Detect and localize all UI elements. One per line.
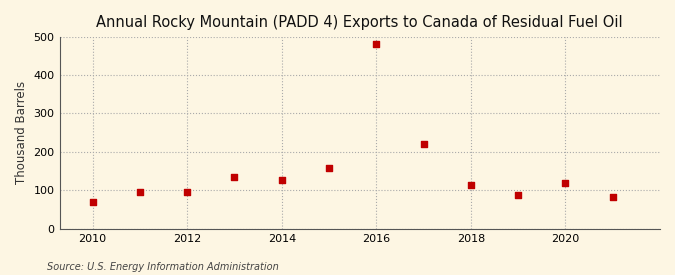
Point (182, 190, 192, 194)
Point (560, 181, 571, 186)
Point (513, 193, 524, 197)
Point (276, 177, 287, 182)
Text: Source: U.S. Energy Information Administration: Source: U.S. Energy Information Administ… (47, 262, 279, 271)
Point (371, 42, 382, 46)
Title: Annual Rocky Mountain (PADD 4) Exports to Canada of Residual Fuel Oil: Annual Rocky Mountain (PADD 4) Exports t… (97, 15, 623, 30)
Point (323, 166, 334, 170)
Point (418, 142, 429, 146)
Y-axis label: Thousand Barrels: Thousand Barrels (15, 81, 28, 184)
Point (134, 190, 145, 194)
Point (87, 200, 98, 204)
Point (608, 195, 618, 199)
Point (466, 183, 477, 188)
Point (229, 175, 240, 179)
